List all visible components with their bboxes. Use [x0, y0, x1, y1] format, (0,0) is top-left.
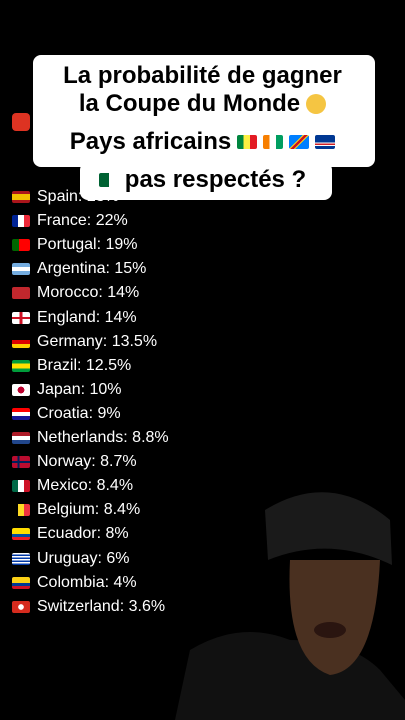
list-item: Netherlands: 8.8% [12, 427, 169, 449]
emoji [306, 94, 327, 114]
item-text: France: 22% [37, 212, 128, 230]
list-item: Japan: 10% [12, 379, 122, 401]
item-text: Ecuador: 8% [37, 525, 129, 543]
caption-box [80, 162, 332, 200]
flag [12, 263, 30, 276]
flag [98, 173, 119, 187]
list-item: Ecuador: 8% [12, 523, 129, 545]
flag [315, 135, 336, 149]
caption-text: pas respectés ? [124, 166, 307, 193]
list-item: Morocco: 14% [12, 282, 139, 304]
flag [12, 191, 30, 203]
alert-icon [12, 113, 30, 131]
flag [263, 135, 284, 149]
item-text: Norway: 8.7% [37, 453, 137, 471]
flag [12, 239, 30, 252]
list-item: Portugal: 19% [12, 234, 138, 256]
face [289, 560, 380, 675]
item-text: Argentina: 15% [37, 260, 147, 278]
item-text: Mexico: 8.4% [37, 477, 134, 495]
list-item: England: 14% [12, 307, 137, 329]
caption-line: la Coupe du Monde [0, 90, 405, 118]
list-item: Germany: 13.5% [12, 331, 157, 353]
flag [12, 480, 30, 493]
flag [12, 359, 30, 372]
caption-line: pas respectés ? [0, 166, 405, 194]
flag [12, 287, 30, 300]
list-item: France: 22% [12, 210, 128, 232]
caption-text: Pays africains [69, 128, 232, 155]
caption-line: La probabilité de gagner [0, 62, 405, 90]
flag [12, 456, 30, 469]
flag [12, 215, 30, 228]
item-text: Portugal: 19% [37, 236, 138, 254]
list-item: Norway: 8.7% [12, 451, 137, 473]
shirt [175, 632, 405, 720]
list-item: Belgium: 8.4% [12, 499, 140, 521]
flag [12, 383, 30, 396]
cap [265, 492, 392, 565]
item-text: Colombia: 4% [37, 573, 137, 591]
list-item: Brazil: 12.5% [12, 355, 131, 377]
item-text: Belgium: 8.4% [37, 501, 141, 519]
flag [289, 135, 310, 149]
list-item: Argentina: 15% [12, 258, 146, 280]
flag [12, 311, 30, 324]
caption-text: La probabilité de gagner [63, 62, 342, 89]
list-item: Uruguay: 6% [12, 548, 130, 570]
item-text: Germany: 13.5% [37, 332, 158, 350]
list-item: Switzerland: 3.6% [12, 596, 165, 618]
flag [12, 504, 30, 517]
flag [12, 528, 30, 541]
flag [12, 552, 30, 565]
flag [12, 335, 30, 348]
item-text: Morocco: 14% [37, 284, 140, 302]
item-text: Japan: 10% [37, 380, 122, 398]
flag [12, 432, 30, 444]
item-text: Switzerland: 3.6% [37, 597, 166, 615]
flag [12, 576, 30, 589]
item-text: Croatia: 9% [37, 404, 121, 422]
item-text: Netherlands: 8.8% [37, 429, 169, 446]
list-item: Croatia: 9% [12, 403, 121, 425]
item-text: England: 14% [37, 308, 137, 326]
caption-line: Pays africains [0, 128, 405, 156]
caption-text: la Coupe du Monde [78, 90, 301, 117]
flag [12, 407, 30, 420]
flag [237, 135, 258, 149]
list-item: Colombia: 4% [12, 572, 137, 594]
mouth [314, 622, 346, 638]
item-text: Uruguay: 6% [37, 549, 130, 567]
flag [12, 600, 30, 613]
list-item: Mexico: 8.4% [12, 475, 133, 497]
item-text: Brazil: 12.5% [37, 356, 132, 374]
